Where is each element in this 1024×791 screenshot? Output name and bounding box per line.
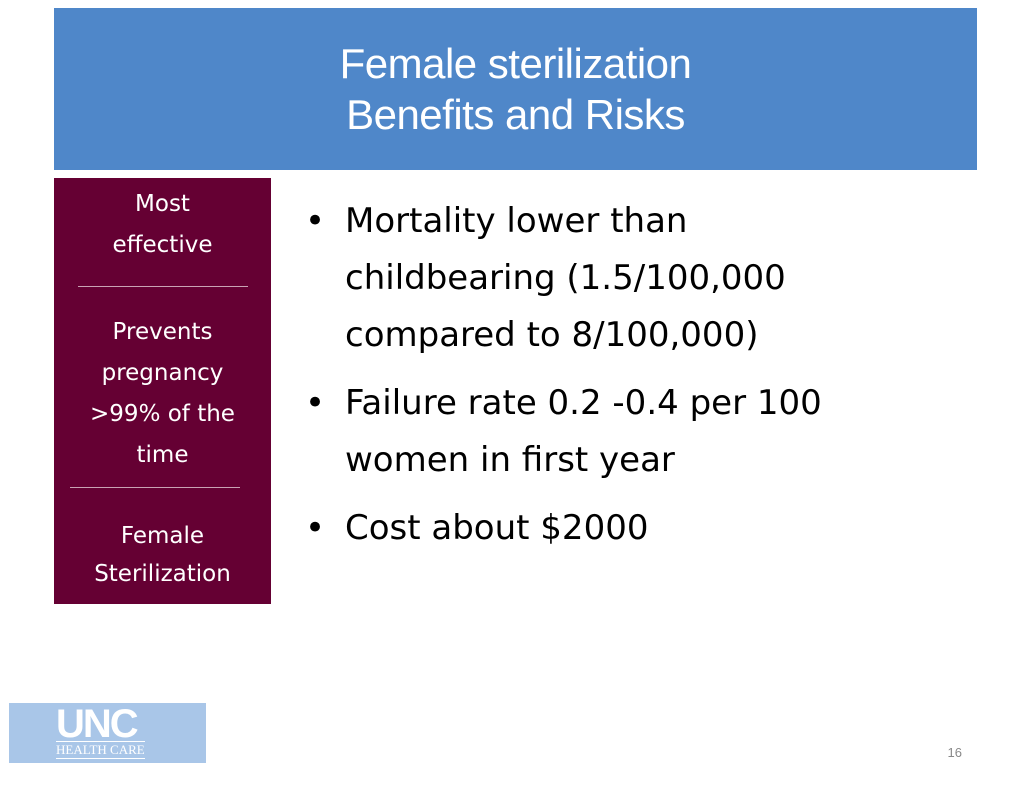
bullet-line: women in first year [345, 440, 675, 480]
logo-sub-text: HEALTH CARE [56, 741, 145, 759]
bullet-glyph: • [305, 383, 326, 423]
bullet-glyph: • [305, 201, 326, 241]
panel-divider-top [78, 286, 248, 287]
bullet-line: Cost about $2000 [345, 508, 649, 548]
bullet-glyph: • [305, 508, 326, 548]
page-number: 16 [947, 745, 962, 760]
slide-title-line-1: Female sterilization [339, 40, 692, 87]
bullet-list: • Mortality lower than childbearing (1.5… [305, 193, 905, 568]
most-effective-label: Most effective [54, 184, 271, 266]
prevents-pregnancy-line-3: >99% of the [90, 401, 235, 427]
female-sterilization-line-1: Female [120, 523, 205, 549]
most-effective-line-1: Most [135, 191, 190, 217]
prevents-pregnancy-line-4: time [136, 442, 189, 468]
bullet-line: Failure rate 0.2 -0.4 per 100 [345, 383, 822, 423]
bullet-line: childbearing (1.5/100,000 [345, 258, 786, 298]
most-effective-line-2: effective [112, 232, 213, 258]
prevents-pregnancy-line-1: Prevents [112, 319, 213, 345]
bullet-item-failure-rate: • Failure rate 0.2 -0.4 per 100 women in… [305, 375, 905, 489]
female-sterilization-label: Female Sterilization [54, 517, 271, 593]
panel-divider-bottom [70, 487, 240, 488]
bullet-item-mortality: • Mortality lower than childbearing (1.5… [305, 193, 905, 364]
bullet-item-cost: • Cost about $2000 [305, 500, 905, 557]
bullet-line: compared to 8/100,000) [345, 315, 759, 355]
logo-main-text: UNC [56, 702, 139, 746]
effectiveness-side-panel: Most effective Prevents pregnancy >99% o… [54, 178, 271, 604]
prevents-pregnancy-line-2: pregnancy [101, 360, 224, 386]
female-sterilization-line-2: Sterilization [94, 561, 231, 587]
prevents-pregnancy-label: Prevents pregnancy >99% of the time [54, 312, 271, 476]
slide-title-line-2: Benefits and Risks [346, 91, 685, 138]
unc-health-care-logo: UNC HEALTH CARE [9, 703, 206, 763]
slide-title-bar: Female sterilization Benefits and Risks [54, 8, 977, 170]
bullet-line: Mortality lower than [345, 201, 688, 241]
